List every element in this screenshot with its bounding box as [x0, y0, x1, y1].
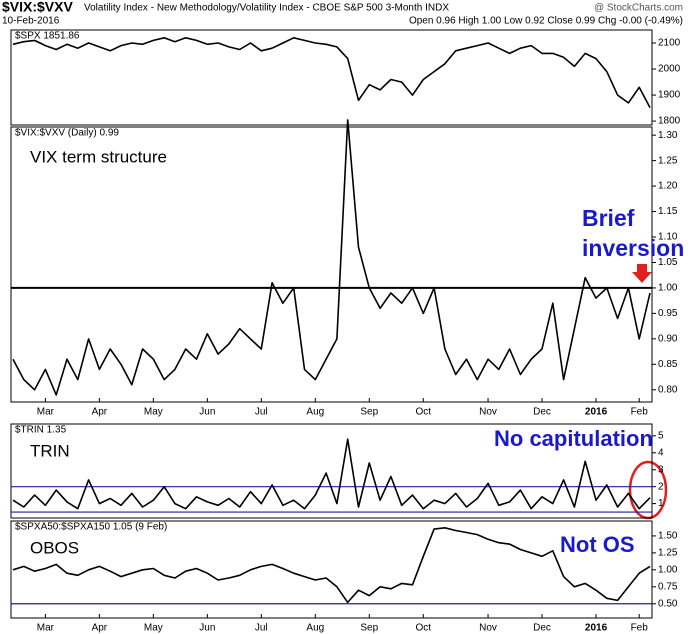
y-tick-label: 3 [658, 464, 664, 475]
y-tick-label: 2 [658, 481, 664, 492]
quote: Open 0.96 High 1.00 Low 0.92 Close 0.99 … [409, 16, 683, 27]
y-tick-label: 0.80 [658, 384, 678, 395]
y-tick-label: 0.75 [658, 581, 678, 592]
panel-label: $TRIN 1.35 [15, 425, 67, 436]
y-tick-label: 1.25 [658, 548, 678, 559]
panel-label: $VIX:$VXV (Daily) 0.99 [15, 128, 119, 139]
x-tick-label: Mar [37, 407, 55, 418]
x-tick-label: Jul [255, 407, 268, 418]
y-tick-label: 0.85 [658, 359, 678, 370]
y-tick-label: 1.00 [658, 564, 678, 575]
y-tick-label: 2000 [658, 64, 681, 75]
y-tick-label: 1 [658, 498, 664, 509]
x-tick-label: Oct [415, 623, 431, 634]
annotation: VIX term structure [30, 147, 167, 166]
x-tick-label: Dec [533, 407, 551, 418]
x-tick-label: May [144, 407, 163, 418]
annotation: Brief [582, 205, 635, 231]
y-tick-label: 1800 [658, 116, 681, 127]
y-tick-label: 2100 [658, 38, 681, 49]
x-tick-label: Aug [306, 407, 324, 418]
y-tick-label: 0.95 [658, 308, 678, 319]
x-tick-label: 2016 [585, 623, 608, 634]
x-tick-label: May [144, 623, 163, 634]
y-tick-label: 4 [658, 447, 664, 458]
y-tick-label: 1.00 [658, 283, 678, 294]
annotation: No capitulation [494, 426, 653, 451]
panel [10, 126, 653, 403]
x-tick-label: Nov [479, 623, 497, 634]
x-tick-label: Feb [631, 407, 649, 418]
x-tick-label: Aug [306, 623, 324, 634]
x-tick-label: Dec [533, 623, 551, 634]
y-tick-label: 1.20 [658, 181, 678, 192]
panel [10, 423, 653, 519]
x-tick-label: Feb [631, 623, 649, 634]
x-tick-label: Jul [255, 623, 268, 634]
y-tick-label: 0.50 [658, 598, 678, 609]
x-tick-label: Oct [415, 407, 431, 418]
x-tick-label: Jun [199, 623, 215, 634]
date: 10-Feb-2016 [2, 16, 60, 27]
y-tick-label: 1900 [658, 90, 681, 101]
y-tick-label: 1.25 [658, 155, 678, 166]
line [12, 119, 651, 396]
x-tick-label: Mar [37, 623, 55, 634]
symbol: $VIX:$VXV [2, 0, 73, 15]
panel-label: $SPX 1851.86 [15, 31, 80, 42]
panel [10, 29, 653, 126]
x-tick-label: Apr [92, 407, 108, 418]
y-tick-label: 1.05 [658, 257, 678, 268]
x-tick-label: Sep [360, 623, 378, 634]
arrow [632, 264, 652, 283]
line [12, 527, 651, 604]
annotation: Not OS [560, 532, 635, 557]
x-tick-label: Sep [360, 407, 378, 418]
x-tick-label: 2016 [585, 407, 608, 418]
y-tick-label: 1.50 [658, 531, 678, 542]
source: @ StockCharts.com [594, 3, 683, 14]
y-tick-label: 0.90 [658, 333, 678, 344]
x-tick-label: Apr [92, 623, 108, 634]
y-tick-label: 1.10 [658, 232, 678, 243]
y-tick-label: 5 [658, 430, 664, 441]
panel-label: $SPXA50:$SPXA150 1.05 (9 Feb) [15, 522, 167, 533]
y-tick-label: 1.15 [658, 206, 678, 217]
annotation: OBOS [30, 538, 79, 557]
x-tick-label: Nov [479, 407, 497, 418]
x-tick-label: Jun [199, 407, 215, 418]
annotation: inversion [582, 235, 684, 261]
line [12, 438, 651, 510]
line [12, 37, 651, 108]
description: Volatility Index - New Methodology/Volat… [84, 3, 449, 14]
annotation: TRIN [30, 441, 70, 460]
y-tick-label: 1.30 [658, 130, 678, 141]
